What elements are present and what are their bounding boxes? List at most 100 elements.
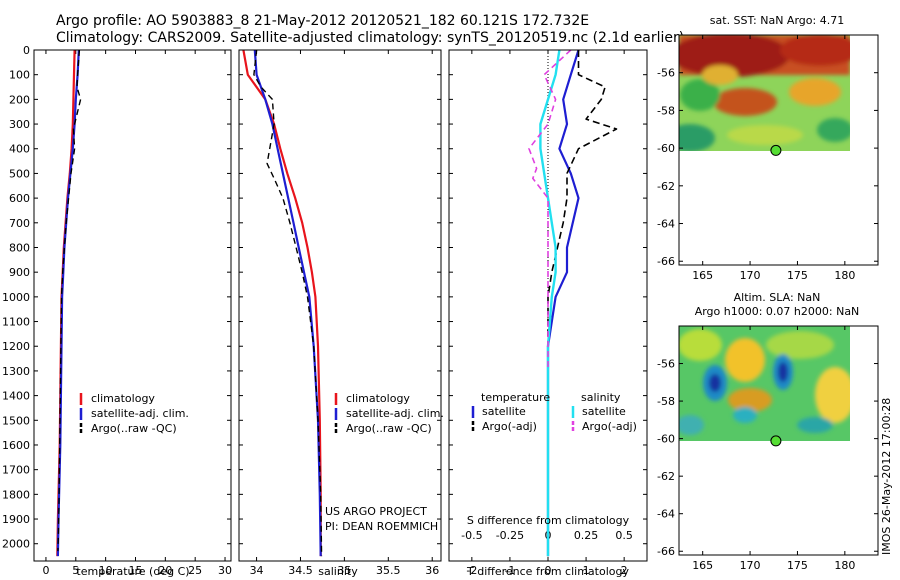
float-position-marker (770, 435, 782, 447)
y-tick-label: 900 (9, 266, 30, 279)
series-line-satellite-adj-clim- (253, 49, 322, 557)
y-tick-label: 800 (9, 241, 30, 254)
x-tick-label: 180 (834, 559, 855, 572)
salinity-ticks: 34 34.5 35 35.5 36 (239, 49, 441, 577)
x-tick-label: 15 (128, 564, 142, 577)
legend-label: satellite-adj. clim. (91, 407, 189, 420)
y-tick-label: 1200 (2, 340, 30, 353)
sst-field (679, 35, 850, 151)
sla-map: Altim. SLA: NaN Argo h1000: 0.07 h2000: … (657, 291, 879, 572)
difference-x2label: S difference from climatology (467, 514, 630, 527)
salinity-legend: climatology satellite-adj. clim. Argo(..ra… (334, 392, 444, 435)
difference-ticks: -2 -1 0 1 2-0.5 -0.25 0 0.25 0.5 (449, 49, 647, 577)
x-tick-label: 175 (787, 269, 808, 282)
y-tick-label: -56 (657, 67, 675, 80)
x-tick-label: 25 (188, 564, 202, 577)
y-tick-label: 1000 (2, 291, 30, 304)
y-tick-label: -62 (657, 180, 675, 193)
temperature-lines (56, 49, 82, 557)
y-tick-label: -66 (657, 545, 675, 558)
series-line-argo-raw-qc- (57, 49, 82, 552)
legend-label: climatology (91, 392, 155, 405)
legend-label: climatology (346, 392, 410, 405)
y-tick-label: -64 (657, 508, 675, 521)
y-tick-label: 300 (9, 118, 30, 131)
legend-label: satellite-adj. clim. (346, 407, 444, 420)
x-tick-label: 5 (72, 564, 79, 577)
y-tick-label: 1600 (2, 439, 30, 452)
sla-map-ticks: 165 170 175 180 -56 -58 -60 -62 -64 -66 (657, 326, 878, 572)
series-line-argo-raw-qc- (253, 49, 323, 557)
difference-panel: -2 -1 0 1 2-0.5 -0.25 0 0.25 0.5 T difference fr… (448, 49, 648, 578)
sla-map-axes (678, 325, 879, 556)
series-line-satellite (546, 49, 580, 557)
x-tick-label: 170 (740, 269, 761, 282)
temperature-xlabel: temperature (deg C) (76, 565, 189, 578)
header-line1: Argo profile: AO 5903883_8 21-May-2012 2… (56, 13, 589, 29)
y-tick-label: 1400 (2, 390, 30, 403)
x-tick-label: 0 (42, 564, 49, 577)
x-tick-label: -2 (466, 564, 477, 577)
x2-tick-label: 0.5 (615, 529, 633, 542)
salinity-axes (238, 49, 442, 562)
difference-legend: temperature salinitysatelliteArgo(-adj)sa… (471, 391, 637, 433)
sst-map: sat. SST: NaN Argo: 4.71 165 170 175 180 -56… (657, 14, 879, 282)
legend-header-salinity: salinity (581, 391, 621, 404)
difference-axes (448, 49, 648, 562)
series-line-s-satellite (539, 49, 561, 557)
y-tick-label: -56 (657, 358, 675, 371)
x-tick-label: 0 (545, 564, 552, 577)
sst-map-ticks: 165 170 175 180 -56 -58 -60 -62 -64 -66 (657, 35, 878, 282)
series-line-s-argo-adj- (528, 49, 572, 371)
temperature-axes (33, 49, 232, 562)
x-tick-label: 36 (425, 564, 439, 577)
sla-map-title-line2: Argo h1000: 0.07 h2000: NaN (695, 305, 860, 318)
float-position-marker (770, 144, 782, 156)
y-tick-label: -66 (657, 255, 675, 268)
legend-label: Argo(-adj) (482, 420, 537, 433)
x-tick-label: 10 (99, 564, 113, 577)
legend-label: Argo(-adj) (582, 420, 637, 433)
sst-map-axes (678, 34, 879, 266)
legend-header-temperature: temperature (481, 391, 550, 404)
x2-tick-label: -0.5 (461, 529, 482, 542)
y-tick-label: 1700 (2, 464, 30, 477)
x-tick-label: 1 (583, 564, 590, 577)
sla-field (679, 326, 850, 441)
x-tick-label: 34.5 (288, 564, 313, 577)
y-tick-label: 1900 (2, 513, 30, 526)
x-tick-label: 2 (621, 564, 628, 577)
y-tick-label: 200 (9, 93, 30, 106)
y-tick-label: -60 (657, 433, 675, 446)
sst-map-title: sat. SST: NaN Argo: 4.71 (710, 14, 844, 27)
y-tick-label: 1500 (2, 414, 30, 427)
y-tick-label: -58 (657, 395, 675, 408)
x-tick-label: 34 (250, 564, 264, 577)
y-tick-label: -58 (657, 104, 675, 117)
series-line-argo-adj- (547, 50, 618, 557)
y-tick-label: 700 (9, 217, 30, 230)
credit-line1: US ARGO PROJECT (325, 505, 427, 518)
y-tick-label: 500 (9, 167, 30, 180)
legend-label: Argo(..raw -QC) (346, 422, 432, 435)
x-tick-label: 180 (834, 269, 855, 282)
temperature-ticks: 0 5 10 15 20 25 300100200300400500600700800900… (2, 44, 232, 577)
salinity-xlabel: salinity (318, 565, 358, 578)
y-tick-label: 1100 (2, 316, 30, 329)
y-tick-label: 600 (9, 192, 30, 205)
difference-lines (528, 49, 618, 557)
legend-label: Argo(..raw -QC) (91, 422, 177, 435)
y-tick-label: -60 (657, 142, 675, 155)
y-tick-label: 400 (9, 143, 30, 156)
x-tick-label: 170 (740, 559, 761, 572)
y-tick-label: -64 (657, 218, 675, 231)
timestamp: IMOS 26-May-2012 17:00:28 (880, 398, 893, 555)
x-tick-label: 175 (787, 559, 808, 572)
y-tick-label: -62 (657, 470, 675, 483)
x-tick-label: 165 (692, 269, 713, 282)
x-tick-label: 35 (337, 564, 351, 577)
y-tick-label: 0 (23, 44, 30, 57)
temperature-legend: climatology satellite-adj. clim. Argo(..ra… (79, 392, 189, 435)
legend-label: satellite (582, 405, 626, 418)
